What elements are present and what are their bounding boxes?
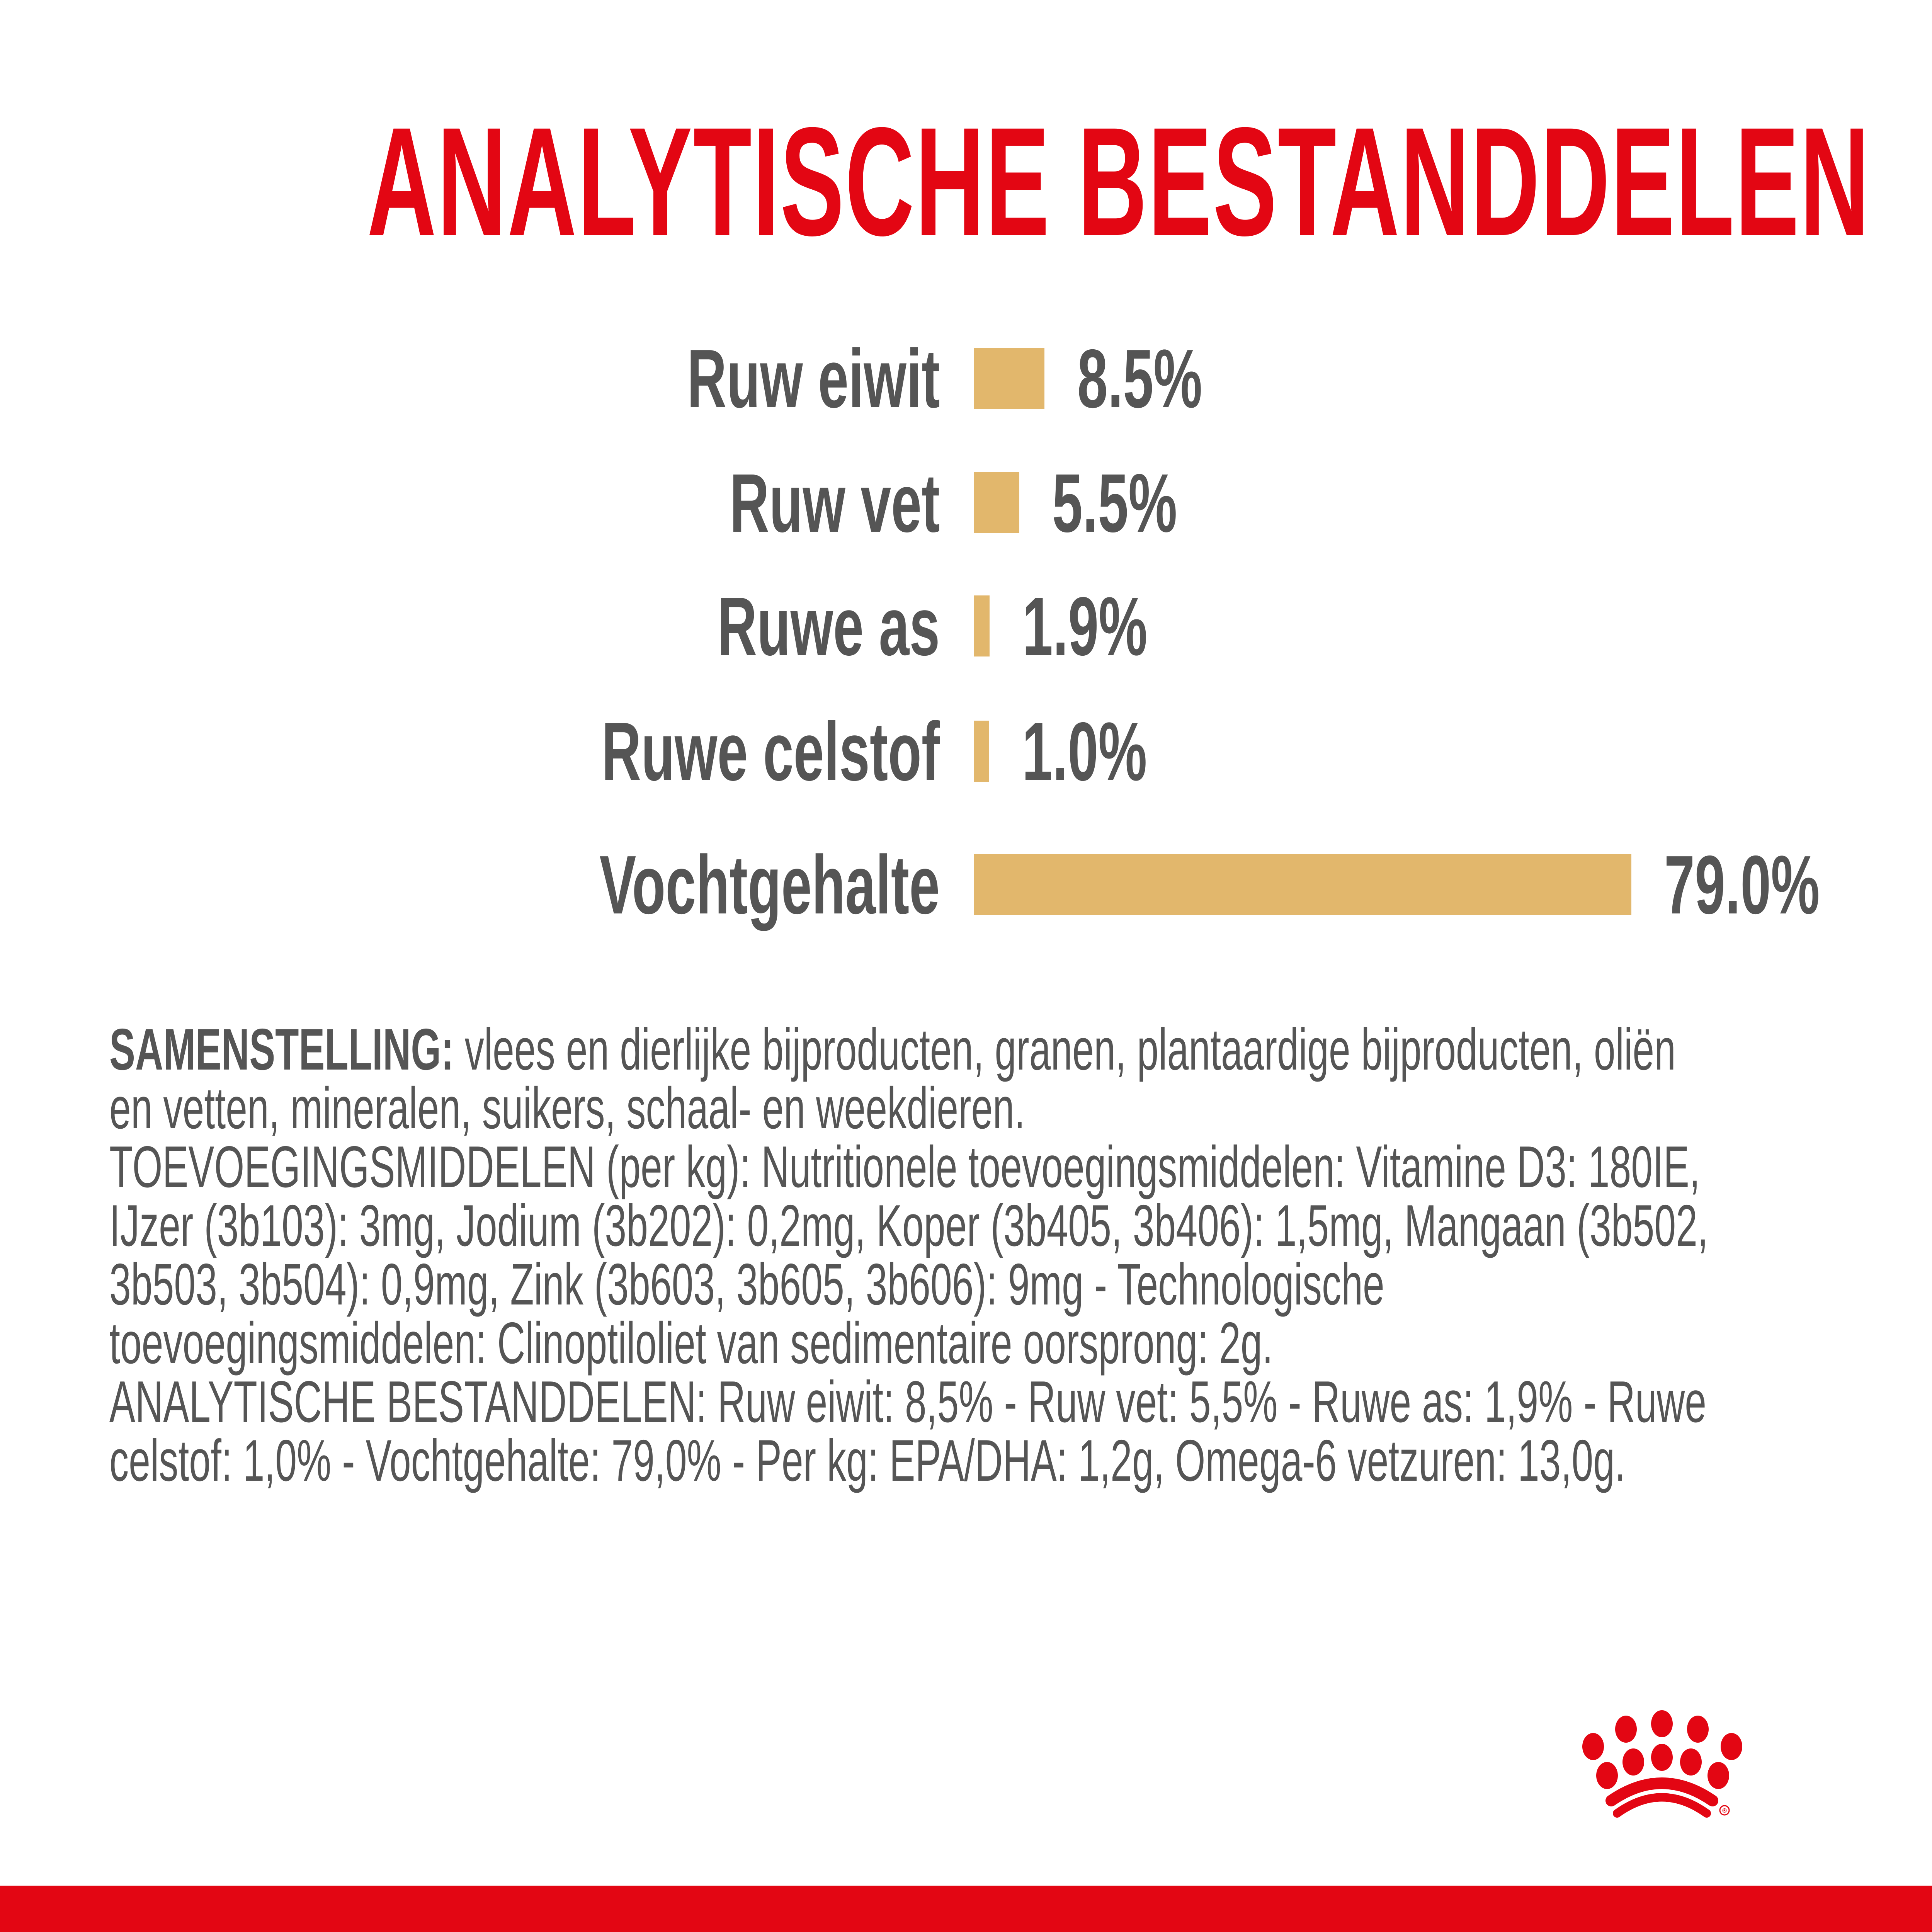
composition-line: en vetten, mineralen, suikers, schaal- e…: [109, 1075, 1025, 1141]
category-label: Ruwe as: [717, 580, 940, 673]
chart-row: Ruw eiwit 8.5%: [0, 337, 1932, 420]
composition-line: TOEVOEGINGSMIDDELEN (per kg): Nutritione…: [109, 1134, 1700, 1200]
value-label: 8.5%: [1077, 332, 1202, 425]
value-bar: [974, 721, 989, 782]
composition-line: SAMENSTELLING: vlees en dierlijke bijpro…: [109, 1017, 1676, 1082]
composition-line: 3b503, 3b504): 0,9mg, Zink (3b603, 3b605…: [109, 1252, 1384, 1317]
chart-row: Ruwe celstof 1.0%: [0, 710, 1932, 793]
value-bar: [974, 348, 1045, 409]
composition-line: toevoegingsmiddelen: Clinoptiloliet van …: [109, 1310, 1273, 1376]
value-label: 1.9%: [1022, 580, 1148, 673]
crown-logo-icon: ®: [1582, 1710, 1742, 1818]
composition-heading: SAMENSTELLING:: [109, 1017, 454, 1082]
value-bar: [974, 854, 1631, 915]
category-label: Ruwe celstof: [601, 705, 940, 798]
value-label: 5.5%: [1052, 456, 1177, 549]
page-title: ANALYTISCHE BESTANDDELEN: [367, 95, 1871, 268]
composition-line: ANALYTISCHE BESTANDDELEN: Ruw eiwit: 8,5…: [109, 1369, 1707, 1435]
composition-text: SAMENSTELLING: vlees en dierlijke bijpro…: [109, 1020, 1793, 1490]
value-label: 79.0%: [1664, 838, 1820, 931]
category-label: Ruw eiwit: [687, 332, 940, 425]
chart-row: Ruw vet 5.5%: [0, 461, 1932, 544]
value-bar: [974, 472, 1020, 533]
category-label: Vochtgehalte: [599, 838, 940, 931]
value-label: 1.0%: [1022, 705, 1147, 798]
chart-row: Vochtgehalte 79.0%: [0, 843, 1932, 926]
chart-row: Ruwe as 1.9%: [0, 585, 1932, 668]
footer-brand-bar: [0, 1886, 1932, 1932]
value-bar: [974, 595, 990, 656]
composition-line: celstof: 1,0% - Vochtgehalte: 79,0% - Pe…: [109, 1428, 1626, 1493]
category-label: Ruw vet: [729, 456, 940, 549]
composition-line: IJzer (3b103): 3mg, Jodium (3b202): 0,2m…: [109, 1193, 1708, 1259]
svg-text:®: ®: [1722, 1808, 1727, 1814]
